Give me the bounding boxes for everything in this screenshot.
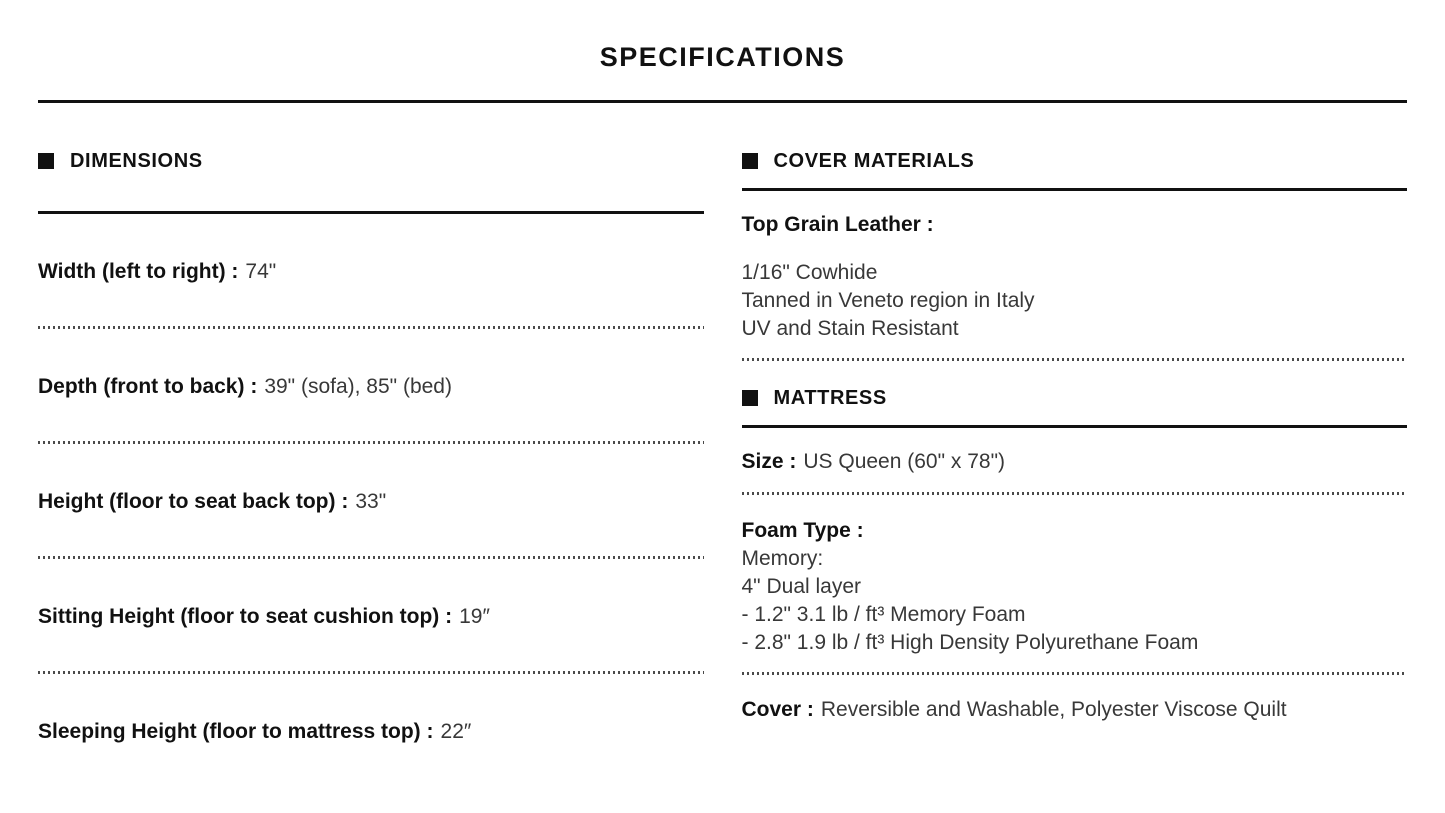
leather-line: Tanned in Veneto region in Italy (741, 289, 1035, 312)
mattress-rule (741, 425, 1407, 428)
foam-line: 4" Dual layer (741, 575, 862, 598)
spec-label: Depth (front to back) : (38, 375, 258, 398)
cover-materials-heading-label: COVER MATERIALS (773, 150, 975, 172)
cover-materials-rule (741, 188, 1407, 191)
spec-row-depth: Depth (front to back) : 39" (sofa), 85" (… (38, 329, 704, 441)
leather-line: 1/16" Cowhide (741, 261, 878, 284)
leather-details: 1/16" Cowhide Tanned in Veneto region in… (742, 259, 1408, 343)
spec-columns: DIMENSIONS Width (left to right) : 74" De… (38, 103, 1407, 786)
dotted-divider (38, 556, 704, 559)
spec-value: 19″ (459, 605, 490, 628)
foam-line: - 2.8" 1.9 lb / ft³ High Density Polyure… (741, 631, 1199, 654)
dimensions-section: DIMENSIONS Width (left to right) : 74" De… (38, 103, 704, 786)
spec-value: 74" (245, 260, 277, 283)
spec-value: 33" (355, 490, 387, 513)
spec-value: US Queen (60" x 78") (803, 450, 1006, 473)
square-bullet-icon (741, 153, 758, 169)
cover-materials-heading: COVER MATERIALS (741, 149, 1408, 173)
spec-label: Sleeping Height (floor to mattress top) … (38, 720, 434, 743)
leather-line: UV and Stain Resistant (741, 317, 959, 340)
spec-row-sitting-height: Sitting Height (floor to seat cushion to… (38, 559, 704, 671)
foam-line: - 1.2" 3.1 lb / ft³ Memory Foam (741, 603, 1026, 626)
page-title: SPECIFICATIONS (599, 42, 846, 72)
spec-label: Size : (741, 450, 797, 473)
spec-label: Width (left to right) : (38, 260, 239, 283)
spec-row-width: Width (left to right) : 74" (38, 214, 704, 326)
dotted-divider (38, 326, 704, 329)
dotted-divider (741, 672, 1407, 675)
dimensions-heading-label: DIMENSIONS (70, 150, 203, 172)
foam-line: Memory: (741, 547, 824, 570)
spec-value: 39" (sofa), 85" (bed) (264, 375, 452, 398)
mattress-size-row: Size : US Queen (60" x 78") (742, 448, 1408, 476)
dotted-divider (741, 492, 1407, 495)
square-bullet-icon (741, 390, 758, 406)
dotted-divider (741, 358, 1407, 361)
spec-value: 22″ (440, 720, 472, 743)
mattress-heading-label: MATTRESS (773, 387, 887, 409)
title-rule (38, 100, 1407, 103)
dotted-divider (38, 671, 704, 674)
dotted-divider (38, 441, 704, 444)
mattress-heading: MATTRESS (741, 386, 1408, 410)
leather-label: Top Grain Leather : (741, 213, 934, 236)
spec-row-sleeping-height: Sleeping Height (floor to mattress top) … (38, 674, 704, 786)
right-column: COVER MATERIALS Top Grain Leather : 1/16… (741, 103, 1408, 786)
foam-details: Memory: 4" Dual layer - 1.2" 3.1 lb / ft… (742, 545, 1408, 657)
dimensions-heading: DIMENSIONS (38, 149, 704, 173)
mattress-cover-row: Cover : Reversible and Washable, Polyeste… (742, 696, 1408, 724)
foam-type-label: Foam Type : (741, 519, 864, 542)
spec-row-height: Height (floor to seat back top) : 33" (38, 444, 704, 556)
spec-sheet: SPECIFICATIONS DIMENSIONS Width (left to… (38, 42, 1407, 786)
square-bullet-icon (38, 153, 54, 169)
dimensions-rule (38, 211, 704, 214)
spec-label: Height (floor to seat back top) : (38, 490, 349, 513)
spec-label: Cover : (741, 698, 814, 721)
spec-value: Reversible and Washable, Polyester Visco… (820, 698, 1287, 721)
spec-label: Sitting Height (floor to seat cushion to… (38, 605, 453, 628)
